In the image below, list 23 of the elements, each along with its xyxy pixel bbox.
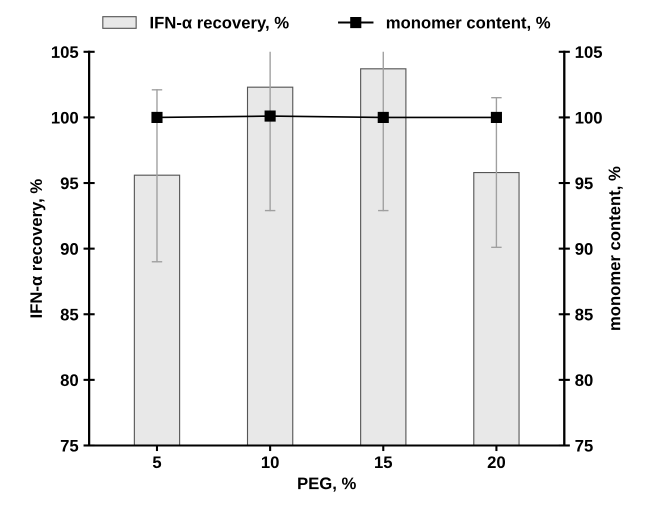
x-axis-title: PEG, %	[298, 477, 356, 492]
y2-tick-label: 105	[576, 46, 602, 58]
y2-axis-title: monomer content, %	[608, 166, 623, 330]
x-tick-label: 5	[152, 456, 162, 468]
y2-tick-label: 85	[575, 308, 593, 320]
y-tick-label: 95	[60, 177, 78, 190]
legend-label: IFN-α recovery, %	[150, 16, 289, 32]
y2-tick-label: 80	[575, 374, 593, 386]
y-tick-label: 100	[52, 112, 78, 124]
legend-label: monomer content, %	[386, 16, 550, 31]
y2-tick-label: 75	[575, 440, 593, 452]
y2-tick-label: 90	[575, 243, 593, 255]
x-tick-label: 10	[262, 456, 279, 468]
y-axis-title: IFN-α recovery, %	[30, 179, 46, 318]
y-tick-label: 80	[60, 374, 78, 386]
x-tick-label: 15	[375, 456, 392, 468]
y-tick-label: 90	[60, 243, 78, 255]
y-tick-label: 105	[52, 46, 78, 58]
y2-tick-label: 95	[575, 177, 593, 190]
y-tick-label: 75	[60, 440, 78, 452]
x-tick-label: 20	[488, 456, 505, 468]
y2-tick-label: 100	[576, 112, 602, 124]
y-tick-label: 85	[60, 308, 78, 320]
